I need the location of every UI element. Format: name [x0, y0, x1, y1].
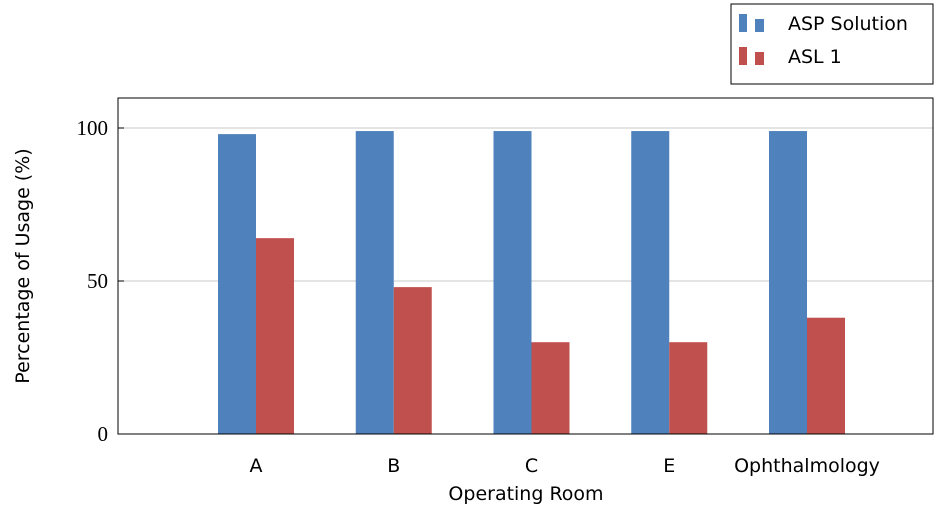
bar-asl-1	[669, 342, 708, 434]
bar-asl-1	[393, 287, 432, 434]
x-tick-label: C	[525, 455, 538, 477]
y-axis-ticks: 0 50 100	[77, 116, 124, 446]
x-tick-label: E	[663, 455, 675, 477]
x-tick-label: B	[387, 455, 400, 477]
legend-swatch	[755, 19, 764, 32]
x-axis-label: Operating Room	[448, 483, 603, 505]
bars	[218, 131, 845, 434]
legend-label: ASP Solution	[788, 13, 908, 35]
x-tick-label: A	[250, 455, 263, 477]
bar-asl-1	[807, 317, 845, 434]
y-tick-label: 50	[87, 269, 108, 293]
bar-asp-solution	[493, 131, 532, 434]
bar-asp-solution	[355, 131, 394, 434]
x-axis-ticks: A B C E Ophthalmology	[250, 455, 880, 477]
y-tick-label: 100	[77, 116, 109, 140]
bar-asl-1	[531, 342, 570, 434]
bar-asp-solution	[769, 131, 807, 434]
x-tick-label: Ophthalmology	[734, 455, 880, 477]
plot-frame	[117, 97, 934, 435]
y-axis-label: Percentage of Usage (%)	[12, 148, 34, 383]
y-tick-label: 0	[98, 422, 109, 446]
legend-swatch	[739, 47, 747, 65]
legend: ASP Solution ASL 1	[730, 3, 934, 85]
legend-swatch	[739, 14, 747, 32]
legend-swatch	[755, 52, 764, 65]
legend-box	[730, 3, 934, 85]
legend-label: ASL 1	[788, 46, 842, 68]
bar-asp-solution	[631, 131, 670, 434]
bar-asp-solution	[218, 134, 256, 434]
bar-asl-1	[256, 238, 294, 434]
